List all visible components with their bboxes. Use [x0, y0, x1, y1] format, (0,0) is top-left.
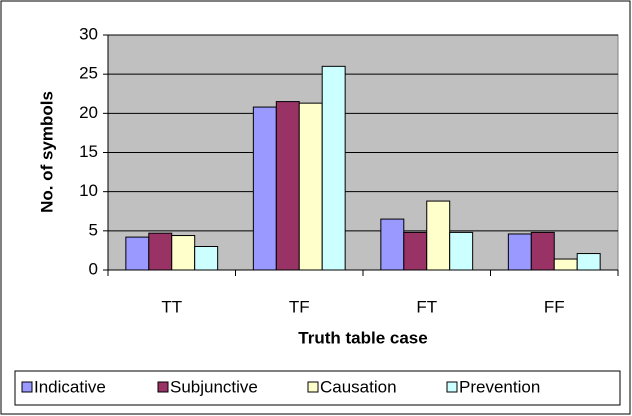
- y-tick-label: 10: [79, 181, 98, 200]
- y-tick-label: 0: [89, 259, 98, 278]
- legend-label: Causation: [320, 377, 397, 396]
- y-tick-label: 15: [79, 142, 98, 161]
- x-tick-label: TT: [161, 297, 182, 316]
- legend-label: Prevention: [459, 377, 540, 396]
- bar: [507, 233, 532, 271]
- bar: [194, 246, 219, 271]
- bar: [576, 253, 601, 271]
- bar: [321, 65, 346, 271]
- x-tick-label: TF: [289, 297, 310, 316]
- bar: [148, 232, 173, 271]
- bar: [449, 231, 474, 271]
- legend-swatch: [446, 381, 458, 393]
- x-axis-title: Truth table case: [298, 328, 427, 347]
- x-tick-label: FF: [544, 297, 565, 316]
- y-tick-label: 20: [79, 103, 98, 122]
- bar: [275, 101, 300, 271]
- y-tick-label: 25: [79, 64, 98, 83]
- legend-swatch: [157, 381, 169, 393]
- legend-label: Subjunctive: [170, 377, 258, 396]
- bar: [553, 258, 578, 271]
- y-tick-label: 30: [79, 24, 98, 43]
- y-tick-label: 5: [89, 220, 98, 239]
- bar: [252, 106, 277, 271]
- bar: [171, 235, 196, 271]
- legend-swatch: [307, 381, 319, 393]
- y-axis-title: No. of symbols: [37, 91, 56, 213]
- bar: [380, 218, 405, 271]
- x-tick-label: FT: [416, 297, 437, 316]
- legend-label: Indicative: [34, 377, 106, 396]
- bar: [125, 236, 150, 271]
- bar: [530, 231, 555, 271]
- legend-swatch: [21, 381, 33, 393]
- bar: [426, 200, 451, 271]
- bar: [403, 231, 428, 271]
- bar: [298, 102, 323, 271]
